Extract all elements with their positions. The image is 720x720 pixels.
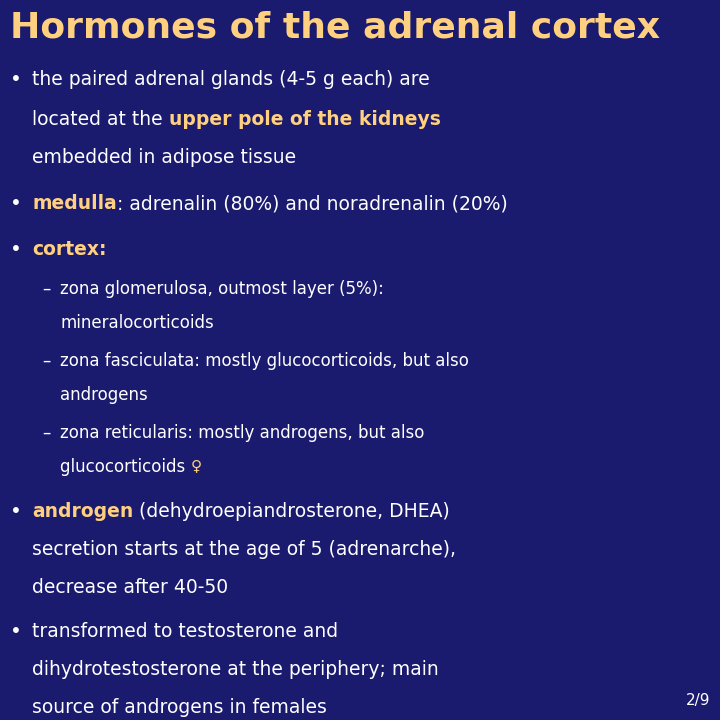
Text: –: – — [42, 424, 50, 442]
Text: zona glomerulosa, outmost layer (5%):: zona glomerulosa, outmost layer (5%): — [60, 280, 384, 298]
Text: •: • — [10, 70, 22, 89]
Text: ♀: ♀ — [191, 458, 202, 473]
Text: zona fasciculata: mostly glucocorticoids, but also: zona fasciculata: mostly glucocorticoids… — [60, 352, 469, 370]
Text: medulla: medulla — [32, 194, 117, 213]
Text: –: – — [42, 352, 50, 370]
Text: androgen: androgen — [32, 502, 133, 521]
Text: mineralocorticoids: mineralocorticoids — [60, 314, 214, 332]
Text: –: – — [42, 280, 50, 298]
Text: located at the: located at the — [32, 110, 168, 129]
Text: 2/9: 2/9 — [685, 693, 710, 708]
Text: secretion starts at the age of 5 (adrenarche),: secretion starts at the age of 5 (adrena… — [32, 540, 456, 559]
Text: embedded in adipose tissue: embedded in adipose tissue — [32, 148, 296, 167]
Text: (dehydroepiandrosterone, DHEA): (dehydroepiandrosterone, DHEA) — [133, 502, 450, 521]
Text: •: • — [10, 502, 22, 521]
Text: source of androgens in females: source of androgens in females — [32, 698, 327, 717]
Text: : adrenalin (80%) and noradrenalin (20%): : adrenalin (80%) and noradrenalin (20%) — [117, 194, 508, 213]
Text: decrease after 40-50: decrease after 40-50 — [32, 578, 228, 597]
Text: transformed to testosterone and: transformed to testosterone and — [32, 622, 338, 641]
Text: Hormones of the adrenal cortex: Hormones of the adrenal cortex — [10, 10, 660, 44]
Text: upper pole of the kidneys: upper pole of the kidneys — [168, 110, 441, 129]
Text: androgens: androgens — [60, 386, 148, 404]
Text: •: • — [10, 194, 22, 213]
Text: •: • — [10, 622, 22, 641]
Text: zona reticularis: mostly androgens, but also: zona reticularis: mostly androgens, but … — [60, 424, 424, 442]
Text: cortex:: cortex: — [32, 240, 107, 259]
Text: the paired adrenal glands (4-5 g each) are: the paired adrenal glands (4-5 g each) a… — [32, 70, 430, 89]
Text: glucocorticoids: glucocorticoids — [60, 458, 191, 476]
Text: •: • — [10, 240, 22, 259]
Text: dihydrotestosterone at the periphery; main: dihydrotestosterone at the periphery; ma… — [32, 660, 438, 679]
